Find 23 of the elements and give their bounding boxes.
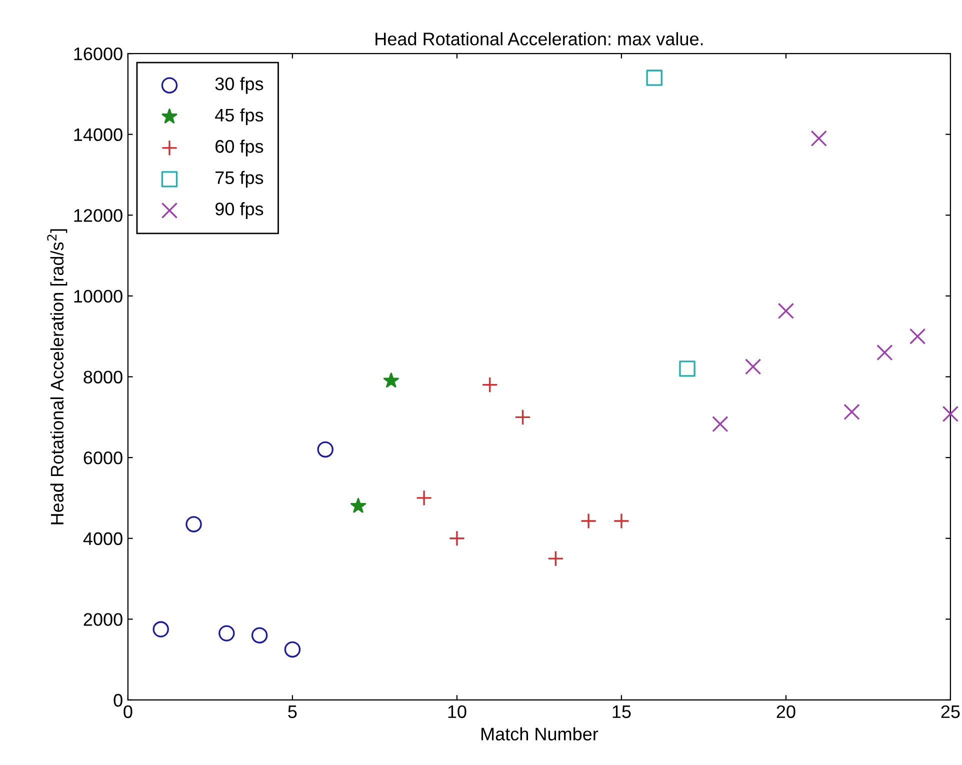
legend-label: 90 fps: [215, 202, 264, 219]
legend-label: 60 fps: [216, 140, 264, 156]
x-tick-label: 10: [448, 705, 466, 718]
legend-label: 45 fps: [215, 108, 264, 126]
x-tick-label: 15: [612, 706, 631, 718]
y-tick-label: 10000: [74, 290, 122, 303]
x-tick-label: 25: [941, 705, 960, 718]
x-axis-title: Match Number: [481, 727, 598, 740]
x-tick-label: 0: [124, 705, 132, 718]
y-tick-label: 12000: [74, 209, 122, 222]
x-tick-label: 20: [776, 705, 796, 718]
chart-title: Head Rotational Acceleration: max value.: [376, 32, 703, 46]
y-axis-title: Head Rotational Acceleration [rad/s$^{2}$]: [47, 229, 68, 524]
y-tick-label: 0: [114, 694, 122, 707]
y-tick-label: 8000: [84, 370, 122, 384]
legend-label: 75 fps: [216, 170, 264, 188]
y-tick-label: 14000: [74, 128, 122, 142]
legend-label: 30 fps: [215, 77, 264, 94]
y-tick-label: 16000: [74, 47, 122, 60]
y-tick-label: 6000: [84, 452, 122, 464]
y-tick-label: 2000: [84, 613, 122, 626]
y-tick-label: 4000: [83, 532, 122, 546]
x-tick-label: 5: [288, 706, 297, 718]
